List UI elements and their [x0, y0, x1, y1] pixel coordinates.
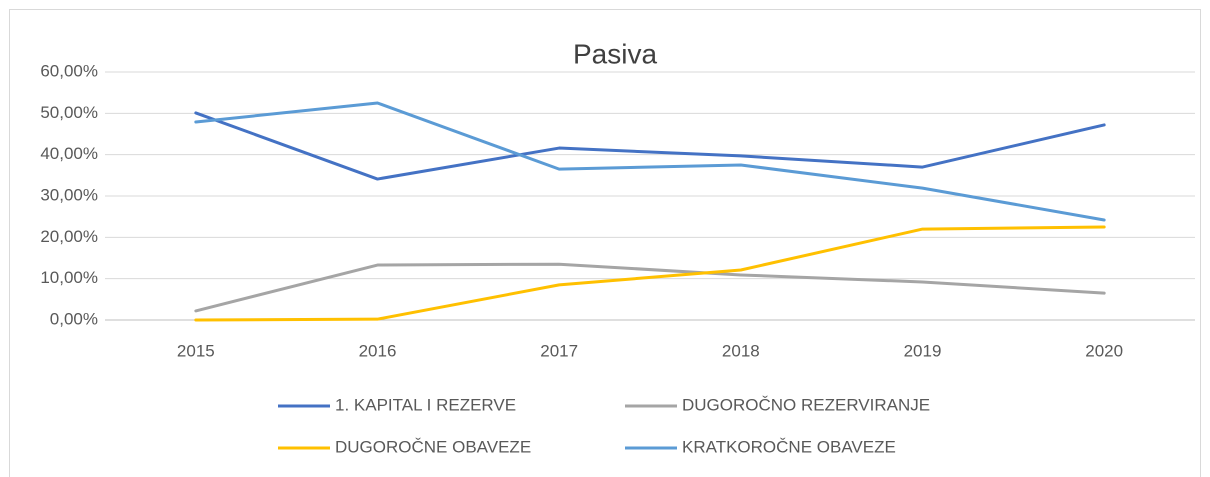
- legend-label: DUGOROČNO REZERVIRANJE: [682, 395, 930, 414]
- y-tick-label: 10,00%: [40, 268, 98, 287]
- y-tick-label: 40,00%: [40, 144, 98, 163]
- legend-label: DUGOROČNE OBAVEZE: [335, 437, 531, 456]
- chart-title: Pasiva: [573, 38, 657, 69]
- series-line: [194, 101, 1106, 222]
- y-tick-label: 50,00%: [40, 103, 98, 122]
- series-line: [194, 262, 1106, 313]
- legend-label: 1. KAPITAL I REZERVE: [335, 395, 516, 414]
- x-tick-label: 2020: [1085, 341, 1123, 360]
- y-tick-label: 0,00%: [50, 309, 98, 328]
- x-tick-label: 2015: [177, 341, 215, 360]
- x-tick-label: 2019: [904, 341, 942, 360]
- y-tick-label: 60,00%: [40, 61, 98, 80]
- y-tick-label: 30,00%: [40, 185, 98, 204]
- series-line: [194, 111, 1106, 181]
- x-tick-label: 2017: [540, 341, 578, 360]
- series-line: [194, 225, 1106, 322]
- y-tick-label: 20,00%: [40, 227, 98, 246]
- x-tick-label: 2016: [359, 341, 397, 360]
- chart-border: [9, 9, 1201, 477]
- legend-label: KRATKOROČNE OBAVEZE: [682, 437, 896, 456]
- x-tick-label: 2018: [722, 341, 760, 360]
